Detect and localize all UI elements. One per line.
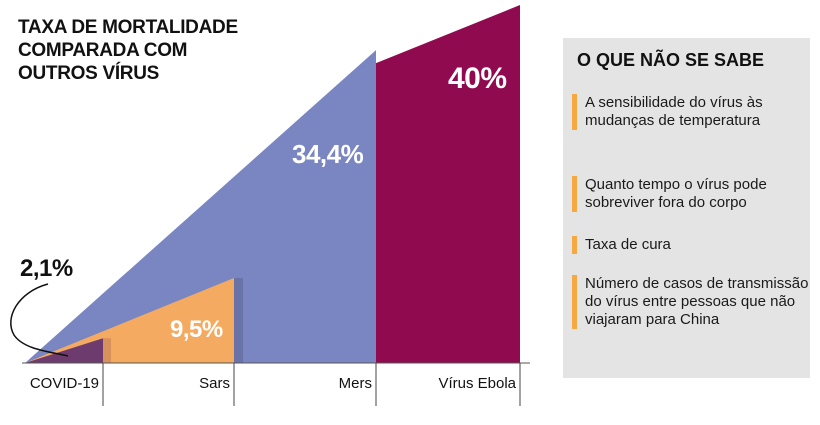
area-covid-19 bbox=[25, 338, 103, 363]
unknowns-panel: O QUE NÃO SE SABE A sensibilidade do vír… bbox=[563, 38, 810, 378]
value-label-mers: 34,4% bbox=[292, 139, 364, 169]
panel-title: O QUE NÃO SE SABE bbox=[577, 50, 765, 70]
value-label-covid-19: 2,1% bbox=[20, 255, 73, 282]
area-sars bbox=[25, 277, 234, 363]
category-label-sars: Sars bbox=[199, 375, 230, 392]
value-label-virus-ebola: 40% bbox=[448, 62, 507, 95]
area-covid-19-shade bbox=[103, 338, 111, 363]
panel-item-temperature: A sensibilidade do vírus às mudanças de … bbox=[572, 94, 815, 130]
area-sars-shade bbox=[234, 277, 243, 363]
area-mers bbox=[25, 50, 376, 364]
covid-pointer-line bbox=[10, 283, 69, 357]
panel-item-survival: Quanto tempo o vírus pode sobreviver for… bbox=[572, 176, 815, 212]
panel-item-cure-rate: Taxa de cura bbox=[572, 236, 815, 254]
mortality-chart: COVID-19 Sars Mers Vírus Ebola 2,1% 9,5% 34,4%… bbox=[10, 5, 530, 406]
category-label-covid-19: COVID-19 bbox=[30, 375, 99, 392]
category-label-mers: Mers bbox=[339, 375, 372, 392]
area-virus-ebola bbox=[376, 5, 520, 363]
chart-title: TAXA DE MORTALIDADE COMPARADA COM OUTROS… bbox=[18, 17, 238, 84]
category-label-virus-ebola: Vírus Ebola bbox=[438, 375, 516, 392]
panel-item-local-transmission: Número de casos de transmissão do vírus … bbox=[572, 275, 815, 329]
value-label-sars: 9,5% bbox=[170, 316, 223, 343]
